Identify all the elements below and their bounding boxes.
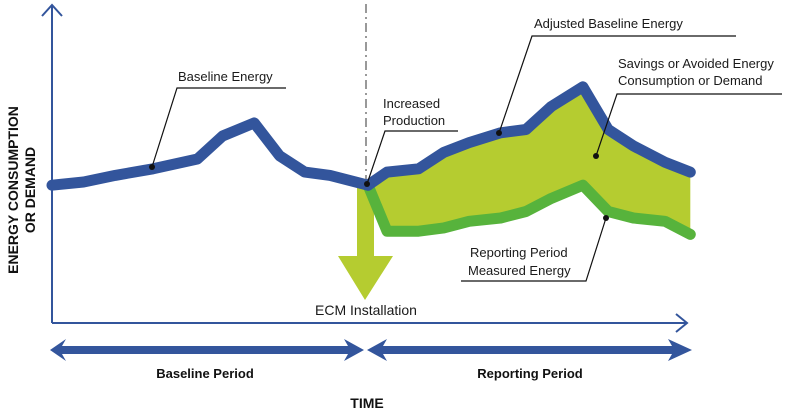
- measured-label-line1: Reporting Period: [470, 245, 568, 260]
- leader-line: [151, 87, 286, 168]
- leader-dot: [496, 130, 502, 136]
- adjusted-baseline-label: Adjusted Baseline Energy: [534, 16, 683, 31]
- callout-adjusted-baseline: Adjusted Baseline Energy: [496, 16, 736, 136]
- baseline-period-label: Baseline Period: [156, 366, 254, 381]
- x-axis-arrowhead-icon: [675, 313, 689, 333]
- savings-label-line1: Savings or Avoided Energy: [618, 56, 774, 71]
- callout-baseline-energy: Baseline Energy: [149, 69, 286, 170]
- leader-line: [595, 93, 782, 157]
- reporting-period-label: Reporting Period: [477, 366, 583, 381]
- callout-savings: Savings or Avoided Energy Consumption or…: [593, 56, 782, 159]
- y-axis-title: ENERGY CONSUMPTION OR DEMAND: [5, 106, 38, 274]
- measured-label-line2: Measured Energy: [468, 263, 571, 278]
- leader-line: [461, 217, 607, 282]
- leader-line: [366, 130, 458, 185]
- x-axis-title: TIME: [350, 395, 383, 411]
- savings-area: [368, 86, 691, 235]
- reporting-period-arrow-icon: [367, 339, 692, 361]
- leader-dot: [603, 215, 609, 221]
- baseline-period-arrow-icon: [50, 339, 364, 361]
- leader-dot: [593, 153, 599, 159]
- leader-line: [498, 35, 736, 134]
- savings-label-line2: Consumption or Demand: [618, 73, 763, 88]
- leader-dot: [364, 181, 370, 187]
- increased-production-label-line2: Production: [383, 113, 445, 128]
- ecm-installation-arrow-icon: [338, 186, 393, 300]
- baseline-energy-label: Baseline Energy: [178, 69, 273, 84]
- y-axis-title-line2: OR DEMAND: [22, 147, 38, 233]
- adjusted-baseline-energy-line: [362, 81, 696, 191]
- callout-measured-energy: Reporting Period Measured Energy: [461, 215, 609, 282]
- increased-production-label-line1: Increased: [383, 96, 440, 111]
- callout-increased-production: Increased Production: [364, 96, 458, 187]
- leader-dot: [149, 164, 155, 170]
- y-axis-arrowhead-icon: [41, 3, 63, 17]
- reporting-measured-energy-line: [362, 179, 696, 240]
- y-axis-title-line1: ENERGY CONSUMPTION: [5, 106, 21, 274]
- ecm-installation-label: ECM Installation: [315, 302, 417, 318]
- baseline-energy-line: [46, 117, 374, 191]
